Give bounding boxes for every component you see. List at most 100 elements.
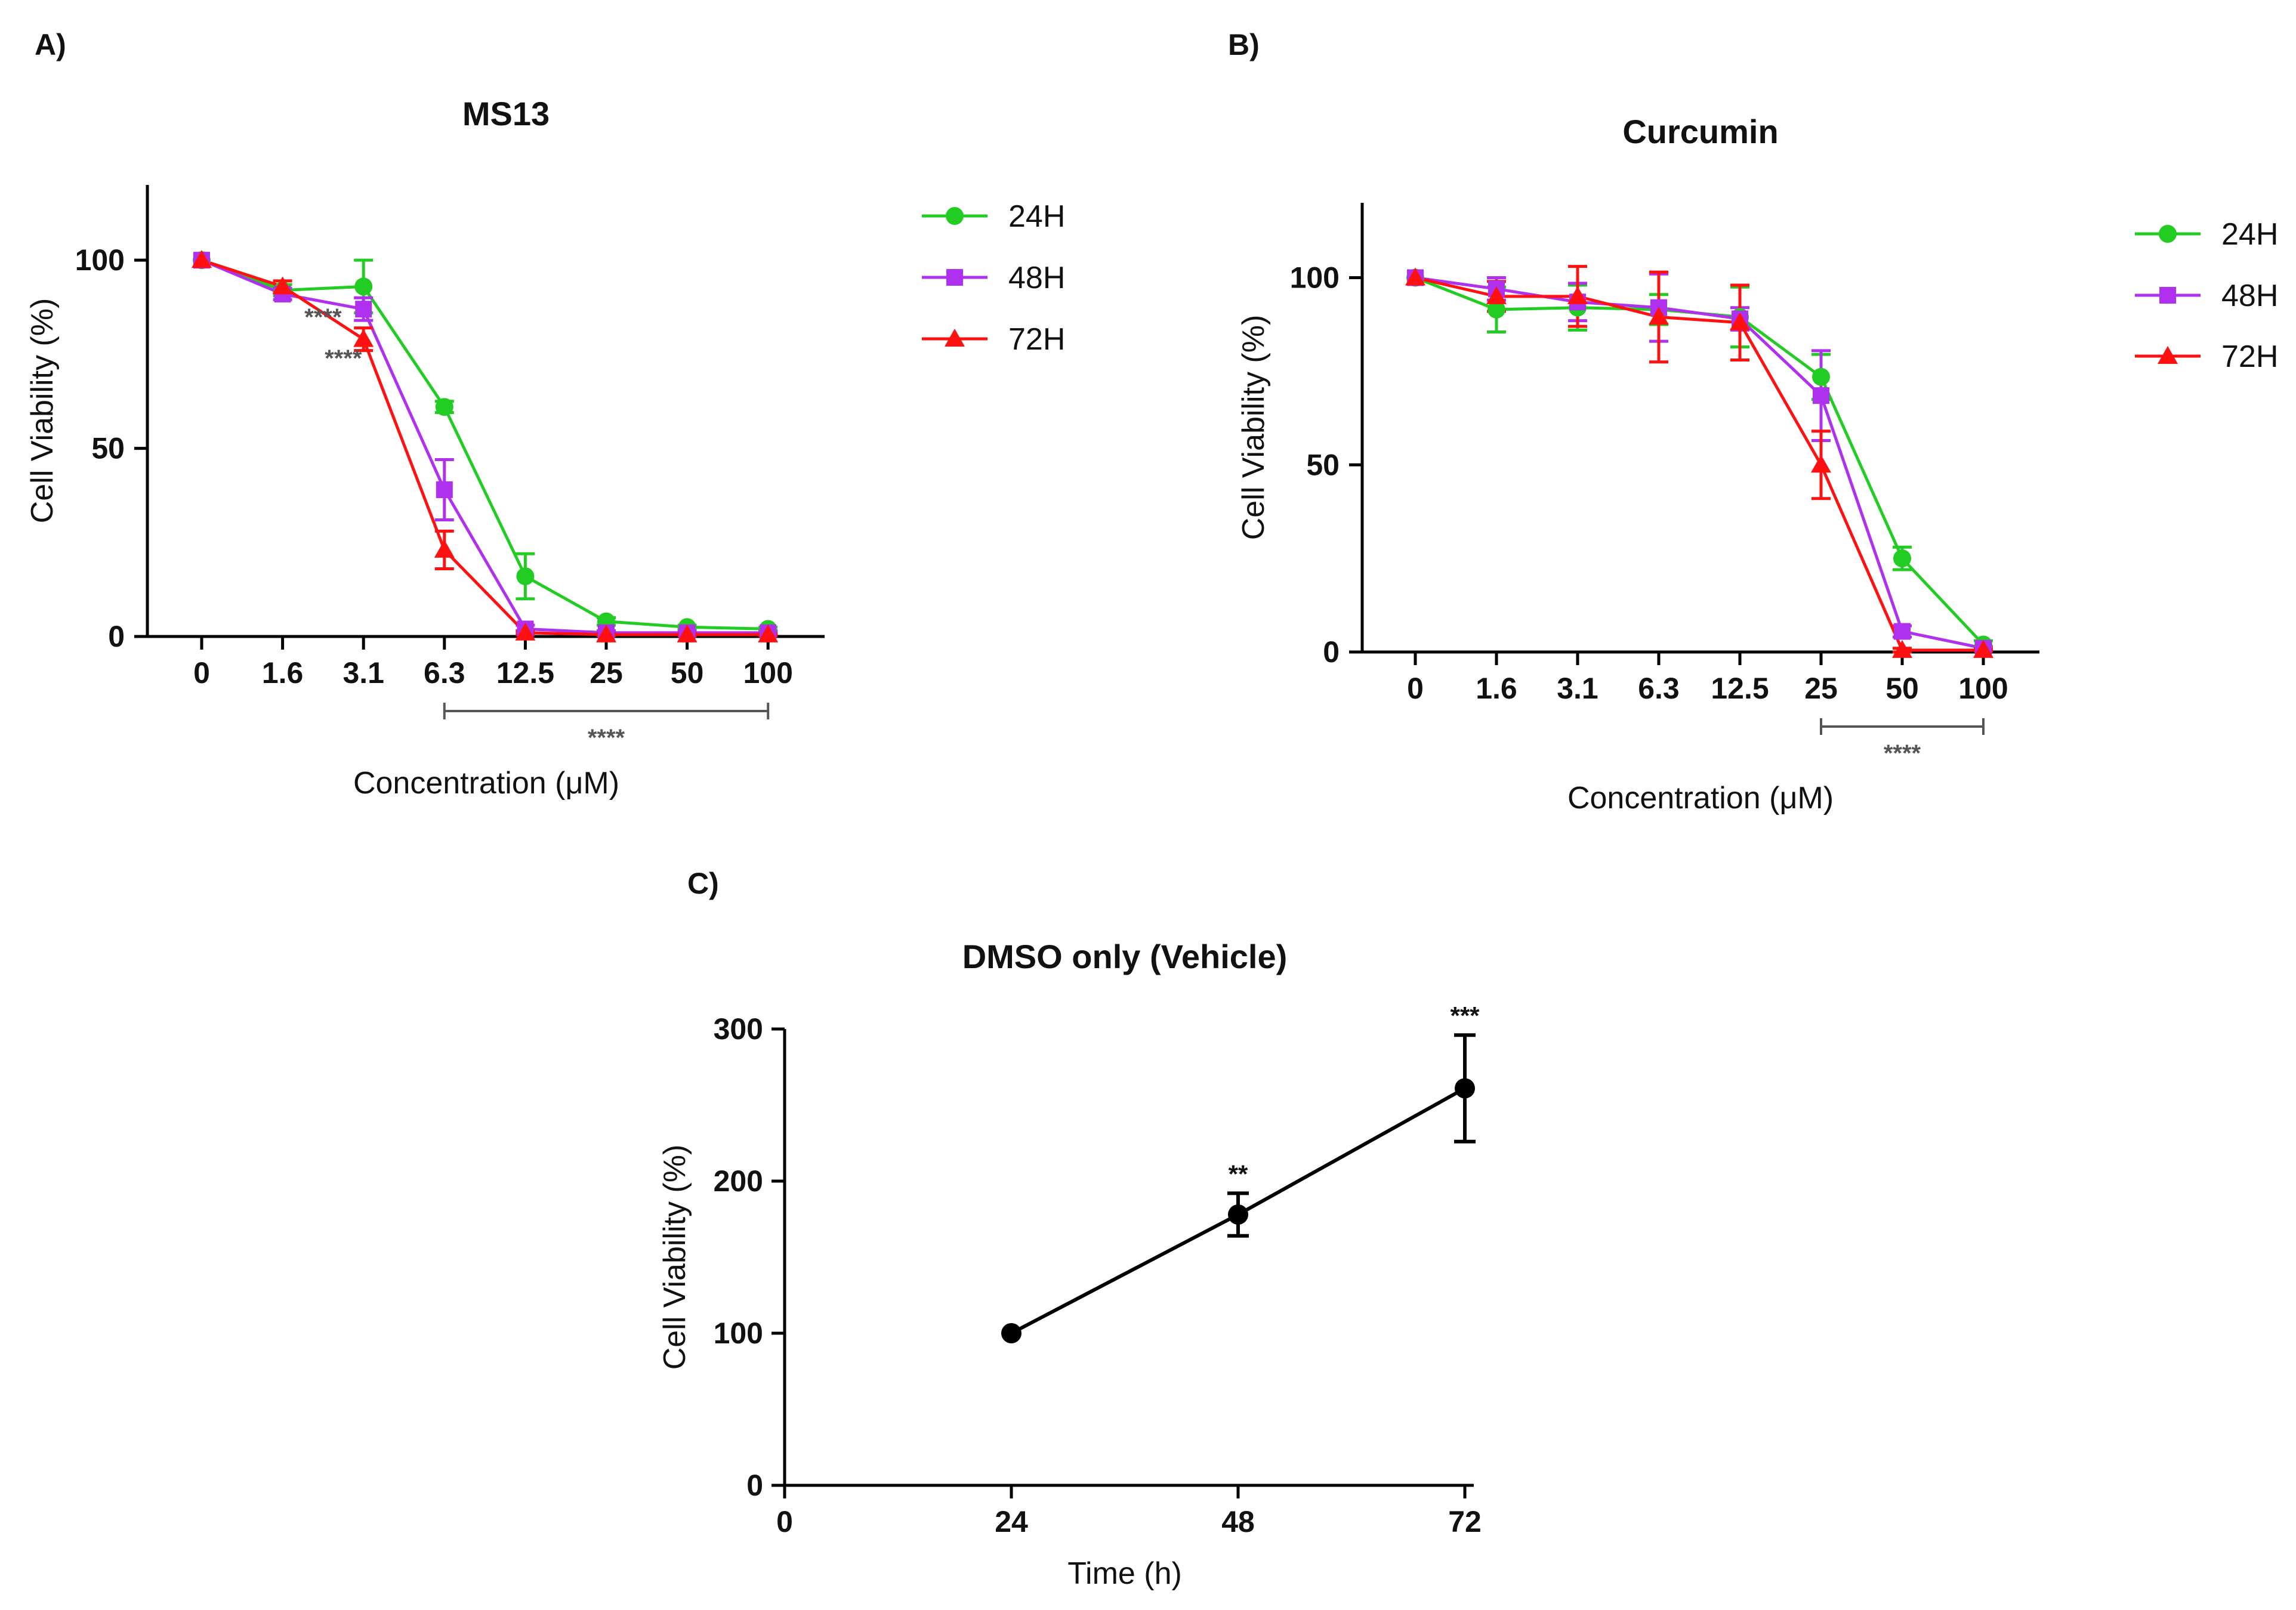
dmso-y-axis-label: Cell Viability (%) — [658, 1145, 692, 1370]
dmso-y-tick-label: 0 — [746, 1469, 763, 1502]
dmso-significance-label: *** — [1450, 1002, 1480, 1030]
data-point-72h — [596, 624, 616, 642]
curcumin-y-tick-label: 100 — [1290, 261, 1340, 295]
data-point-72h — [434, 539, 455, 558]
data-point-72h — [192, 250, 212, 268]
legend-marker-24h — [2159, 225, 2177, 243]
panel-c: C) DMSO only (Vehicle) 0 100 200 300 0 24 48 72 T… — [658, 867, 1482, 1591]
curcumin-plot: Curcumin 0 50 100 0 1.6 3.1 6.3 12.5 25 50 100 Conce… — [1236, 113, 2278, 815]
dmso-title: DMSO only (Vehicle) — [962, 938, 1288, 975]
data-point-24h — [435, 398, 453, 416]
curcumin-title: Curcumin — [1622, 113, 1778, 150]
curcumin-series-48h — [1415, 272, 1993, 652]
panel-a: A) MS13 0 50 100 0 1.6 3.1 6.3 12.5 25 50 100 Concen… — [25, 28, 1065, 801]
data-point-vehicle — [1001, 1323, 1022, 1343]
ms13-x-tick-label: 6.3 — [424, 656, 465, 690]
curcumin-legend-item-72h: 72H — [2135, 339, 2278, 374]
ms13-x-tick-label: 100 — [743, 656, 792, 690]
data-point-72h — [1811, 455, 1831, 473]
series-line-72h — [1415, 276, 1983, 652]
ms13-significance-label: **** — [304, 304, 342, 330]
legend-label-24h: 24H — [1008, 199, 1065, 234]
dmso-x-tick-label: 72 — [1448, 1505, 1482, 1538]
data-point-24h — [1893, 549, 1911, 568]
data-point-72h — [272, 276, 293, 295]
curcumin-x-axis-label: Concentration (μM) — [1567, 781, 1834, 815]
data-point-72h — [353, 329, 374, 347]
curcumin-x-tick-label: 0 — [1407, 672, 1424, 705]
dmso-x-tick-label: 24 — [995, 1505, 1028, 1538]
dmso-y-tick-label: 300 — [714, 1012, 763, 1046]
panel-a-letter: A) — [35, 28, 66, 61]
legend-label-24h: 24H — [2221, 217, 2278, 252]
ms13-significance-label: **** — [325, 345, 362, 372]
ms13-y-axis-label: Cell Viability (%) — [25, 298, 60, 524]
curcumin-series-24h — [1415, 276, 1993, 650]
series-line-48h — [1415, 276, 1984, 650]
data-point-48h — [1813, 387, 1829, 404]
dmso-vehicle-plot: DMSO only (Vehicle) 0 100 200 300 0 24 48 72 Time… — [658, 938, 1482, 1591]
curcumin-y-tick-label: 50 — [1306, 448, 1340, 481]
legend-label-72h: 72H — [2221, 339, 2278, 374]
curcumin-y-tick-label: 0 — [1323, 635, 1340, 669]
legend-label-48h: 48H — [1008, 261, 1065, 295]
legend-marker-48h — [946, 269, 963, 286]
curcumin-x-tick-label: 50 — [1885, 672, 1919, 705]
curcumin-x-tick-label: 1.6 — [1476, 672, 1517, 705]
dmso-significance-label: ** — [1229, 1160, 1248, 1188]
series-line-48h — [201, 258, 769, 635]
data-point-72h — [1649, 307, 1669, 325]
ms13-series-48h — [201, 258, 778, 636]
curcumin-x-tick-label: 100 — [1958, 672, 2008, 705]
curcumin-x-tick-label: 25 — [1804, 672, 1838, 705]
curcumin-legend-item-24h: 24H — [2135, 217, 2278, 252]
legend-marker-72h — [945, 329, 965, 347]
series-line-72h — [201, 258, 769, 636]
ms13-x-tick-label: 25 — [590, 656, 623, 690]
data-point-24h — [1812, 367, 1830, 386]
data-point-24h — [516, 567, 535, 586]
ms13-plot: MS13 0 50 100 0 1.6 3.1 6.3 12.5 25 50 100 Concentra… — [25, 95, 1065, 801]
dmso-y-tick-label: 100 — [714, 1317, 763, 1350]
ms13-legend-item-48h: 48H — [922, 261, 1065, 295]
ms13-legend-item-24h: 24H — [922, 199, 1065, 234]
dmso-x-tick-label: 48 — [1221, 1505, 1255, 1538]
dmso-x-tick-label: 0 — [776, 1505, 793, 1538]
ms13-x-tick-label: 12.5 — [496, 656, 554, 690]
dmso-series-vehicle: ***** — [1001, 1002, 1480, 1343]
data-point-72h — [1892, 639, 1912, 658]
data-point-72h — [1567, 286, 1588, 304]
curcumin-series-72h — [1415, 265, 1993, 654]
data-point-48h — [436, 481, 453, 498]
ms13-y-tick-label: 0 — [108, 620, 125, 653]
dmso-x-axis-label: Time (h) — [1067, 1556, 1182, 1591]
legend-marker-24h — [946, 207, 964, 225]
ms13-y-tick-label: 100 — [75, 243, 125, 277]
curcumin-bracket-label: **** — [1884, 740, 1921, 767]
legend-marker-72h — [2158, 346, 2178, 364]
curcumin-legend-item-48h: 48H — [2135, 279, 2278, 313]
panel-b-letter: B) — [1228, 28, 1260, 61]
data-point-vehicle — [1228, 1204, 1248, 1225]
data-point-72h — [1486, 286, 1507, 304]
data-point-72h — [758, 624, 779, 642]
panel-c-letter: C) — [687, 867, 719, 900]
data-point-72h — [1405, 267, 1425, 286]
data-point-72h — [515, 622, 536, 641]
data-point-vehicle — [1455, 1078, 1475, 1099]
ms13-x-axis-label: Concentration (μM) — [353, 766, 619, 801]
curcumin-y-axis-label: Cell Viability (%) — [1236, 315, 1271, 540]
ms13-bracket-label: **** — [588, 725, 625, 751]
ms13-series-24h — [201, 258, 778, 633]
curcumin-x-tick-label: 3.1 — [1557, 672, 1598, 705]
ms13-y-tick-label: 50 — [91, 432, 125, 465]
ms13-x-tick-label: 3.1 — [342, 656, 384, 690]
curcumin-x-tick-label: 12.5 — [1711, 672, 1769, 705]
data-point-72h — [1973, 639, 1993, 658]
ms13-legend-item-72h: 72H — [922, 322, 1065, 357]
dmso-y-tick-label: 200 — [714, 1164, 763, 1198]
ms13-x-tick-label: 1.6 — [262, 656, 304, 690]
panel-b: B) Curcumin 0 50 100 0 1.6 3.1 6.3 12.5 25 50 100 Co… — [1228, 28, 2278, 815]
legend-marker-48h — [2159, 287, 2176, 304]
